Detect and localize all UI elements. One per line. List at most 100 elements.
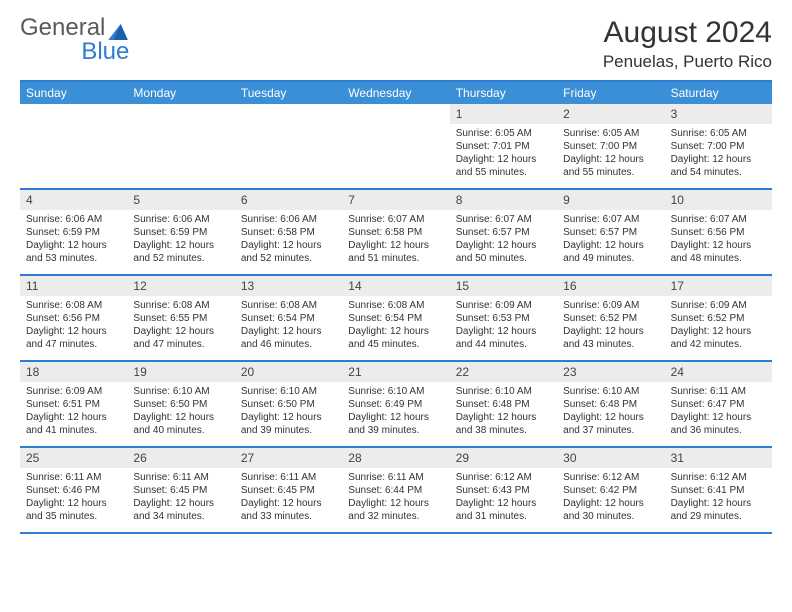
day-line: and 47 minutes. (133, 338, 228, 351)
calendar: Sunday Monday Tuesday Wednesday Thursday… (20, 80, 772, 534)
day-line: and 55 minutes. (563, 166, 658, 179)
day-line: Daylight: 12 hours (26, 325, 121, 338)
day-line: Sunset: 6:58 PM (348, 226, 443, 239)
day-body: Sunrise: 6:11 AMSunset: 6:46 PMDaylight:… (20, 468, 127, 528)
day-cell: 19Sunrise: 6:10 AMSunset: 6:50 PMDayligh… (127, 362, 234, 446)
day-cell (20, 104, 127, 188)
day-line: Sunset: 6:50 PM (241, 398, 336, 411)
day-line: Sunset: 7:00 PM (563, 140, 658, 153)
day-body: Sunrise: 6:08 AMSunset: 6:55 PMDaylight:… (127, 296, 234, 356)
day-cell: 4Sunrise: 6:06 AMSunset: 6:59 PMDaylight… (20, 190, 127, 274)
day-line: Sunrise: 6:11 AM (133, 471, 228, 484)
day-cell: 26Sunrise: 6:11 AMSunset: 6:45 PMDayligh… (127, 448, 234, 532)
day-line: and 51 minutes. (348, 252, 443, 265)
day-line: Sunset: 6:59 PM (26, 226, 121, 239)
day-line: Daylight: 12 hours (456, 411, 551, 424)
day-line: Daylight: 12 hours (241, 325, 336, 338)
day-line: Daylight: 12 hours (133, 497, 228, 510)
day-cell: 13Sunrise: 6:08 AMSunset: 6:54 PMDayligh… (235, 276, 342, 360)
day-line: Sunset: 6:59 PM (133, 226, 228, 239)
day-line: Sunrise: 6:11 AM (348, 471, 443, 484)
week-row: 25Sunrise: 6:11 AMSunset: 6:46 PMDayligh… (20, 448, 772, 534)
day-body: Sunrise: 6:05 AMSunset: 7:01 PMDaylight:… (450, 124, 557, 184)
dow-sat: Saturday (665, 82, 772, 104)
day-line: Daylight: 12 hours (348, 239, 443, 252)
day-cell (342, 104, 449, 188)
day-number: 31 (665, 448, 772, 468)
day-cell: 27Sunrise: 6:11 AMSunset: 6:45 PMDayligh… (235, 448, 342, 532)
day-cell: 31Sunrise: 6:12 AMSunset: 6:41 PMDayligh… (665, 448, 772, 532)
day-body: Sunrise: 6:10 AMSunset: 6:48 PMDaylight:… (557, 382, 664, 442)
day-line: Sunrise: 6:10 AM (456, 385, 551, 398)
day-line: Sunrise: 6:12 AM (671, 471, 766, 484)
day-line: Sunset: 6:57 PM (563, 226, 658, 239)
day-line: Daylight: 12 hours (671, 411, 766, 424)
day-line: and 52 minutes. (241, 252, 336, 265)
day-cell: 15Sunrise: 6:09 AMSunset: 6:53 PMDayligh… (450, 276, 557, 360)
day-line: Sunrise: 6:09 AM (26, 385, 121, 398)
day-body: Sunrise: 6:09 AMSunset: 6:52 PMDaylight:… (557, 296, 664, 356)
dow-thu: Thursday (450, 82, 557, 104)
week-row: 11Sunrise: 6:08 AMSunset: 6:56 PMDayligh… (20, 276, 772, 362)
day-line: Sunset: 6:51 PM (26, 398, 121, 411)
day-body: Sunrise: 6:11 AMSunset: 6:44 PMDaylight:… (342, 468, 449, 528)
day-number: 25 (20, 448, 127, 468)
day-number: 28 (342, 448, 449, 468)
day-number: 23 (557, 362, 664, 382)
day-body: Sunrise: 6:05 AMSunset: 7:00 PMDaylight:… (665, 124, 772, 184)
day-body: Sunrise: 6:05 AMSunset: 7:00 PMDaylight:… (557, 124, 664, 184)
day-number: 16 (557, 276, 664, 296)
day-cell: 10Sunrise: 6:07 AMSunset: 6:56 PMDayligh… (665, 190, 772, 274)
day-line: Daylight: 12 hours (563, 153, 658, 166)
day-number: 30 (557, 448, 664, 468)
day-number: 27 (235, 448, 342, 468)
day-cell: 9Sunrise: 6:07 AMSunset: 6:57 PMDaylight… (557, 190, 664, 274)
day-line: Daylight: 12 hours (241, 411, 336, 424)
day-line: Daylight: 12 hours (241, 497, 336, 510)
day-line: and 42 minutes. (671, 338, 766, 351)
day-cell: 24Sunrise: 6:11 AMSunset: 6:47 PMDayligh… (665, 362, 772, 446)
day-line: Sunrise: 6:10 AM (133, 385, 228, 398)
day-cell (127, 104, 234, 188)
day-line: Sunset: 7:00 PM (671, 140, 766, 153)
day-line: and 40 minutes. (133, 424, 228, 437)
day-body: Sunrise: 6:07 AMSunset: 6:58 PMDaylight:… (342, 210, 449, 270)
day-line: Sunrise: 6:11 AM (26, 471, 121, 484)
day-line: and 39 minutes. (348, 424, 443, 437)
day-line: and 50 minutes. (456, 252, 551, 265)
day-number: 21 (342, 362, 449, 382)
day-number: 18 (20, 362, 127, 382)
day-body: Sunrise: 6:09 AMSunset: 6:52 PMDaylight:… (665, 296, 772, 356)
day-number: 1 (450, 104, 557, 124)
day-cell: 29Sunrise: 6:12 AMSunset: 6:43 PMDayligh… (450, 448, 557, 532)
day-line: Daylight: 12 hours (563, 325, 658, 338)
day-number: 19 (127, 362, 234, 382)
day-line: Sunrise: 6:09 AM (563, 299, 658, 312)
day-line: Sunrise: 6:10 AM (241, 385, 336, 398)
day-line: Daylight: 12 hours (348, 411, 443, 424)
day-line: and 29 minutes. (671, 510, 766, 523)
week-row: 1Sunrise: 6:05 AMSunset: 7:01 PMDaylight… (20, 104, 772, 190)
day-line: Sunset: 6:49 PM (348, 398, 443, 411)
logo: GeneralBlue (20, 16, 129, 64)
day-cell: 3Sunrise: 6:05 AMSunset: 7:00 PMDaylight… (665, 104, 772, 188)
day-line: and 41 minutes. (26, 424, 121, 437)
day-line: Sunset: 6:58 PM (241, 226, 336, 239)
day-body: Sunrise: 6:09 AMSunset: 6:51 PMDaylight:… (20, 382, 127, 442)
day-line: Sunrise: 6:06 AM (26, 213, 121, 226)
day-number (20, 104, 127, 124)
day-line: and 35 minutes. (26, 510, 121, 523)
day-number: 5 (127, 190, 234, 210)
day-cell: 2Sunrise: 6:05 AMSunset: 7:00 PMDaylight… (557, 104, 664, 188)
day-body: Sunrise: 6:07 AMSunset: 6:56 PMDaylight:… (665, 210, 772, 270)
day-line: and 52 minutes. (133, 252, 228, 265)
day-body: Sunrise: 6:10 AMSunset: 6:49 PMDaylight:… (342, 382, 449, 442)
day-cell: 18Sunrise: 6:09 AMSunset: 6:51 PMDayligh… (20, 362, 127, 446)
day-number (342, 104, 449, 124)
day-cell: 22Sunrise: 6:10 AMSunset: 6:48 PMDayligh… (450, 362, 557, 446)
day-body: Sunrise: 6:06 AMSunset: 6:59 PMDaylight:… (127, 210, 234, 270)
day-line: Sunrise: 6:10 AM (563, 385, 658, 398)
day-line: and 43 minutes. (563, 338, 658, 351)
day-cell: 23Sunrise: 6:10 AMSunset: 6:48 PMDayligh… (557, 362, 664, 446)
day-line: and 39 minutes. (241, 424, 336, 437)
